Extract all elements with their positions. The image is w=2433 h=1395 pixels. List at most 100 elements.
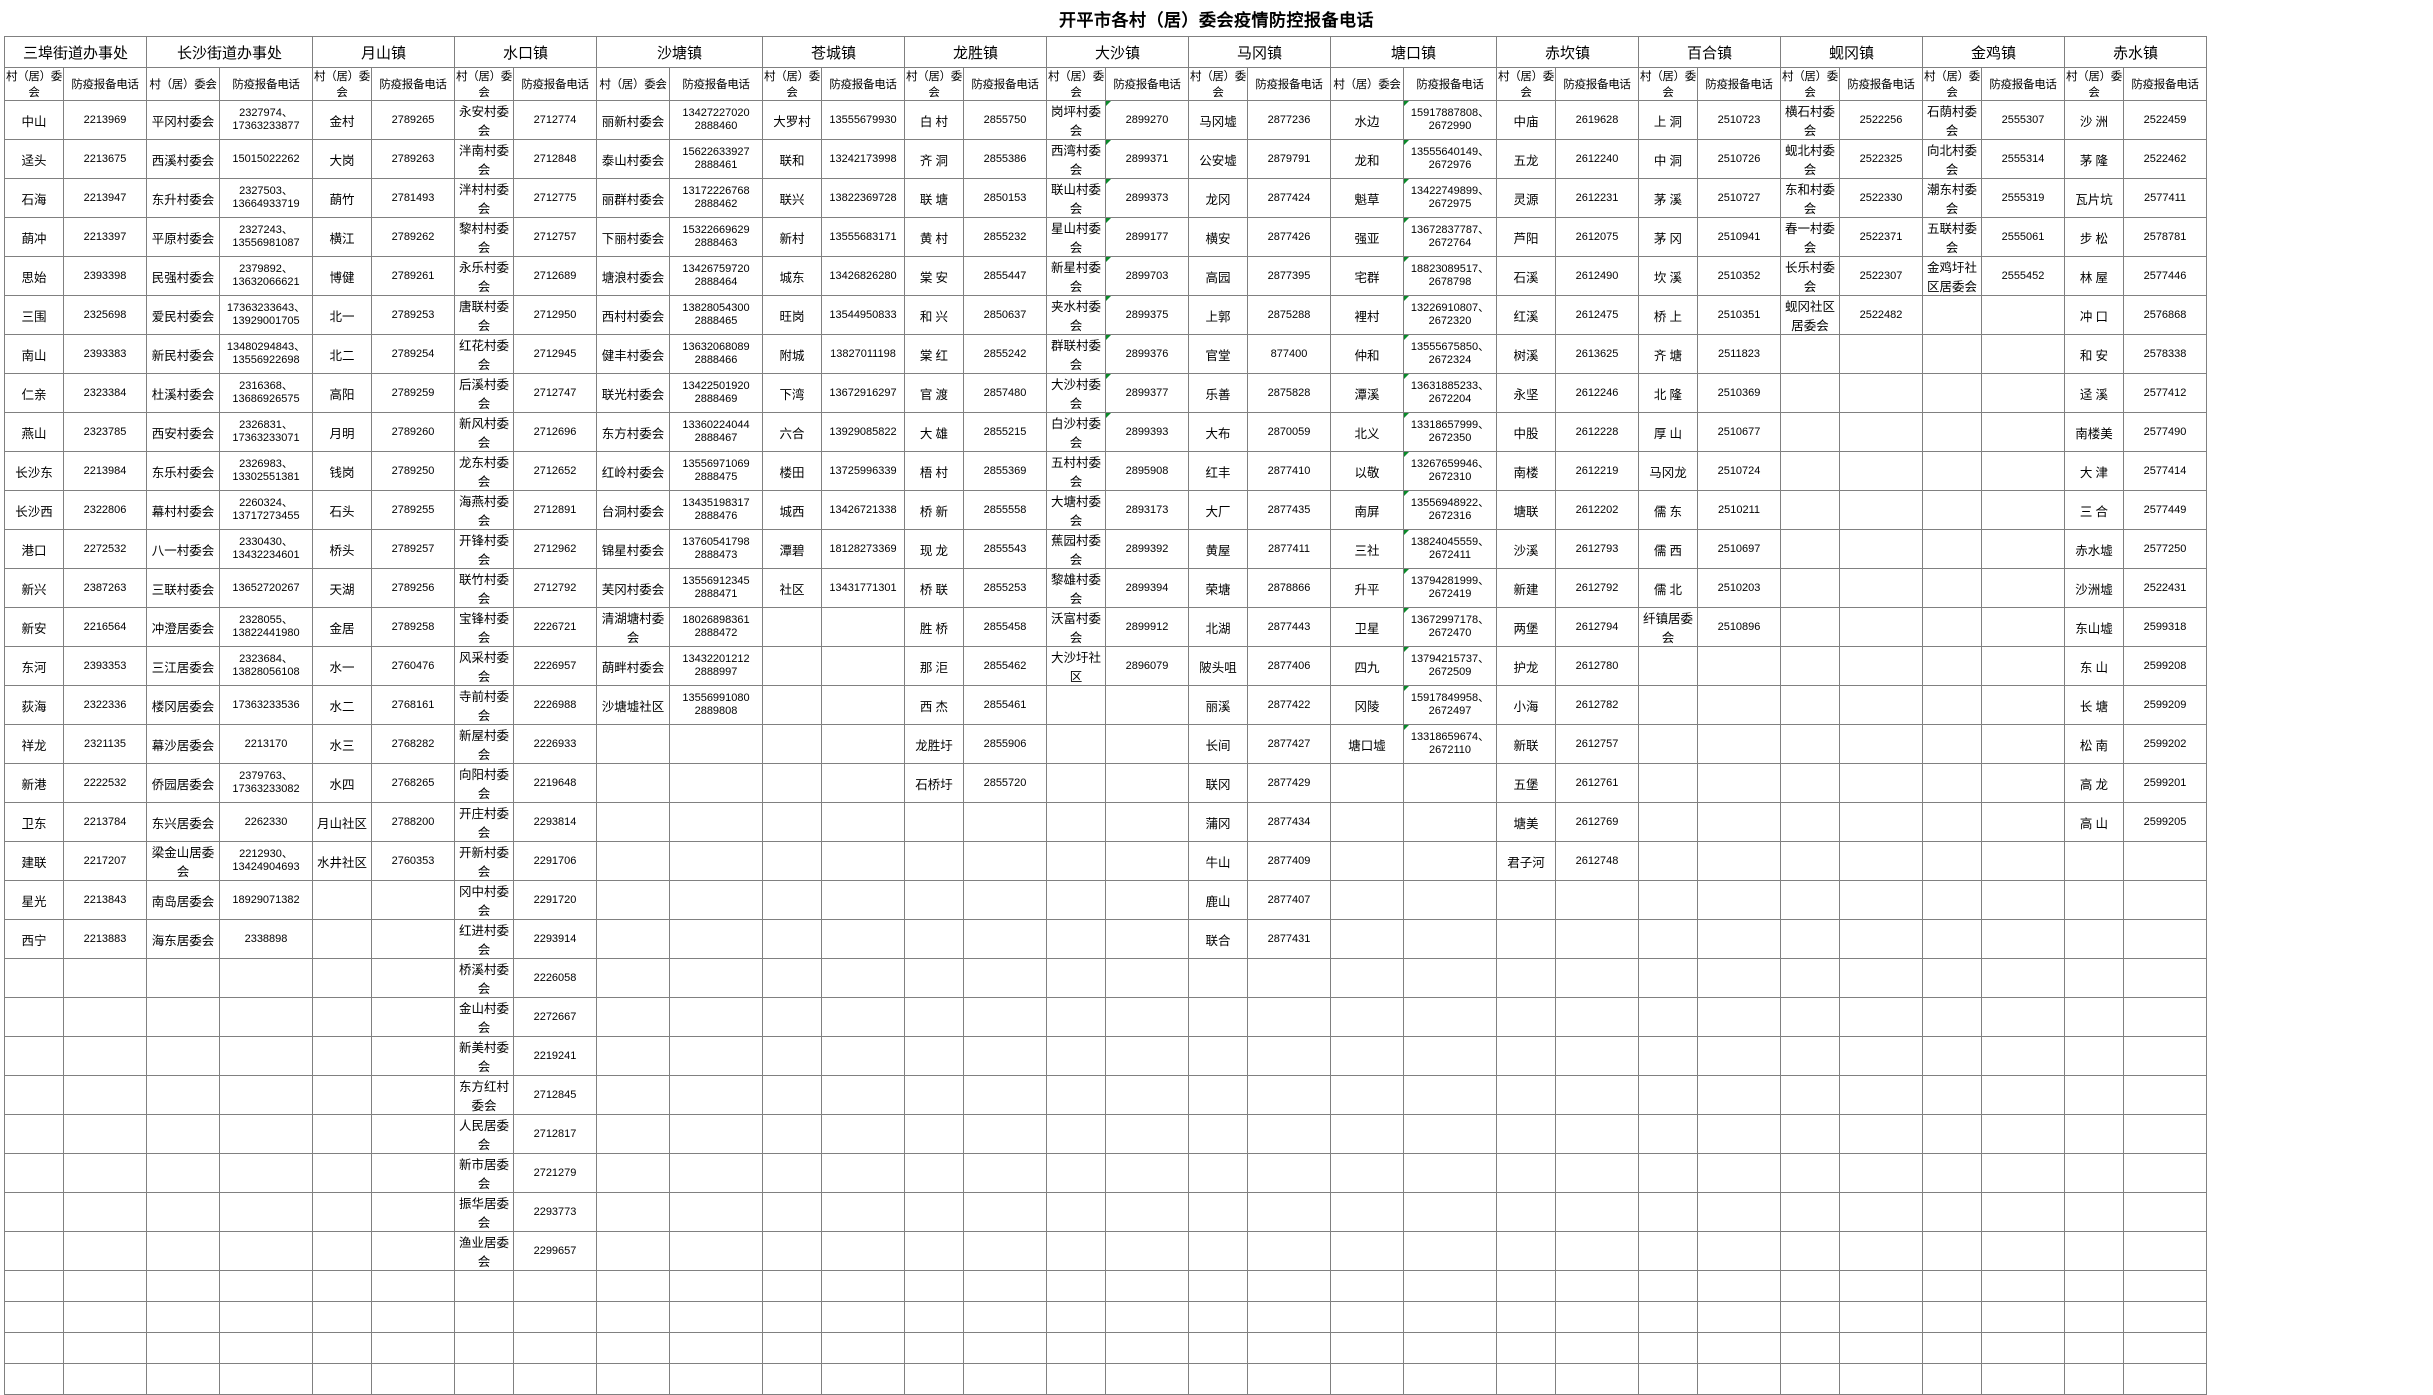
phone-cell: 2612748 bbox=[1555, 841, 1639, 881]
empty-cell bbox=[762, 1301, 822, 1333]
village-name-cell: 茅 溪 bbox=[1638, 178, 1698, 218]
empty-cell bbox=[1839, 1075, 1923, 1115]
table-row: 西宁 2213883 海东居委会 2338898 红进村委会 2293914 联合 28774… bbox=[4, 919, 2207, 959]
empty-cell bbox=[1981, 373, 2065, 413]
empty-cell bbox=[1496, 1075, 1556, 1115]
village-name-cell: 泰山村委会 bbox=[596, 139, 670, 179]
empty-cell bbox=[2123, 919, 2207, 959]
village-name-cell: 新安 bbox=[4, 607, 64, 647]
empty-cell bbox=[1188, 997, 1248, 1037]
village-name-cell: 高 山 bbox=[2064, 802, 2124, 842]
empty-cell bbox=[904, 802, 964, 842]
village-name-cell: 君子河 bbox=[1496, 841, 1556, 881]
phone-cell: 2323785 bbox=[63, 412, 147, 452]
village-name-cell: 宝锋村委会 bbox=[454, 607, 514, 647]
phone-cell: 2293814 bbox=[513, 802, 597, 842]
village-name-cell: 水井社区 bbox=[312, 841, 372, 881]
table-row bbox=[4, 1363, 2207, 1395]
empty-cell bbox=[146, 1231, 220, 1271]
empty-cell bbox=[1188, 958, 1248, 998]
phone-cell: 2212930、 13424904693 bbox=[219, 841, 313, 881]
phone-cell: 2850153 bbox=[963, 178, 1047, 218]
empty-cell bbox=[1188, 1036, 1248, 1076]
village-name-cell: 儒 西 bbox=[1638, 529, 1698, 569]
village-name-cell: 丽新村委会 bbox=[596, 100, 670, 140]
village-name-cell: 东兴居委会 bbox=[146, 802, 220, 842]
empty-cell bbox=[762, 841, 822, 881]
phone-cell: 2712696 bbox=[513, 412, 597, 452]
phone-cell: 2899393 bbox=[1105, 412, 1189, 452]
village-name-cell: 联和 bbox=[762, 139, 822, 179]
phone-cell: 877400 bbox=[1247, 334, 1331, 374]
col-header-name: 村（居）委会 bbox=[1330, 67, 1404, 101]
village-name-cell: 永乐村委会 bbox=[454, 256, 514, 296]
village-name-cell: 红丰 bbox=[1188, 451, 1248, 491]
town-header-5: 沙塘镇 bbox=[596, 36, 763, 68]
empty-cell bbox=[1188, 1332, 1248, 1364]
empty-cell bbox=[1638, 1036, 1698, 1076]
empty-cell bbox=[963, 1363, 1047, 1395]
empty-cell bbox=[1105, 1363, 1189, 1395]
empty-cell bbox=[1922, 763, 1982, 803]
empty-cell bbox=[219, 1036, 313, 1076]
empty-cell bbox=[1496, 1153, 1556, 1193]
empty-cell bbox=[1981, 1270, 2065, 1302]
empty-cell bbox=[669, 1036, 763, 1076]
empty-cell bbox=[1188, 1153, 1248, 1193]
village-name-cell: 三江居委会 bbox=[146, 646, 220, 686]
phone-cell: 13824045559、 2672411 bbox=[1403, 529, 1497, 569]
empty-cell bbox=[821, 919, 905, 959]
phone-cell: 2789263 bbox=[371, 139, 455, 179]
empty-cell bbox=[1247, 958, 1331, 998]
village-name-cell: 齐 洞 bbox=[904, 139, 964, 179]
empty-cell bbox=[1046, 1114, 1106, 1154]
phone-cell: 2522256 bbox=[1839, 100, 1923, 140]
phone-cell: 18929071382 bbox=[219, 880, 313, 920]
empty-cell bbox=[1403, 1036, 1497, 1076]
empty-cell bbox=[146, 1075, 220, 1115]
empty-cell bbox=[1330, 958, 1404, 998]
phone-cell: 2576868 bbox=[2123, 295, 2207, 335]
empty-cell bbox=[1105, 763, 1189, 803]
village-name-cell: 星光 bbox=[4, 880, 64, 920]
village-name-cell: 东升村委会 bbox=[146, 178, 220, 218]
phone-cell: 2555319 bbox=[1981, 178, 2065, 218]
village-name-cell: 寺前村委会 bbox=[454, 685, 514, 725]
village-name-cell: 石头 bbox=[312, 490, 372, 530]
phone-cell: 2226933 bbox=[513, 724, 597, 764]
col-header-phone: 防疫报备电话 bbox=[1555, 67, 1639, 101]
village-name-cell: 纤镇居委会 bbox=[1638, 607, 1698, 647]
village-name-cell: 锦星村委会 bbox=[596, 529, 670, 569]
empty-cell bbox=[904, 1332, 964, 1364]
phone-cell: 2855369 bbox=[963, 451, 1047, 491]
village-name-cell: 联 塘 bbox=[904, 178, 964, 218]
phone-cell: 2899392 bbox=[1105, 529, 1189, 569]
phone-cell: 2855462 bbox=[963, 646, 1047, 686]
phone-cell: 2213969 bbox=[63, 100, 147, 140]
empty-cell bbox=[1839, 841, 1923, 881]
empty-cell bbox=[1981, 1075, 2065, 1115]
phone-cell: 2322336 bbox=[63, 685, 147, 725]
empty-cell bbox=[1839, 373, 1923, 413]
page-title: 开平市各村（居）委会疫情防控报备电话 bbox=[1059, 10, 1374, 30]
phone-cell: 2522330 bbox=[1839, 178, 1923, 218]
empty-cell bbox=[1839, 1192, 1923, 1232]
empty-cell bbox=[1839, 763, 1923, 803]
empty-cell bbox=[1105, 880, 1189, 920]
empty-cell bbox=[1780, 1036, 1840, 1076]
empty-cell bbox=[1839, 1231, 1923, 1271]
town-header-13: 蚬冈镇 bbox=[1780, 36, 1923, 68]
phone-cell: 2326831、 17363233071 bbox=[219, 412, 313, 452]
village-name-cell: 新屋村委会 bbox=[454, 724, 514, 764]
phone-cell: 2712945 bbox=[513, 334, 597, 374]
empty-cell bbox=[904, 1231, 964, 1271]
empty-cell bbox=[963, 1301, 1047, 1333]
phone-cell: 15015022262 bbox=[219, 139, 313, 179]
phone-cell: 2577449 bbox=[2123, 490, 2207, 530]
empty-cell bbox=[1046, 958, 1106, 998]
col-header-phone: 防疫报备电话 bbox=[1403, 67, 1497, 101]
empty-cell bbox=[1105, 685, 1189, 725]
village-name-cell: 卫星 bbox=[1330, 607, 1404, 647]
empty-cell bbox=[371, 1153, 455, 1193]
empty-cell bbox=[1981, 1036, 2065, 1076]
